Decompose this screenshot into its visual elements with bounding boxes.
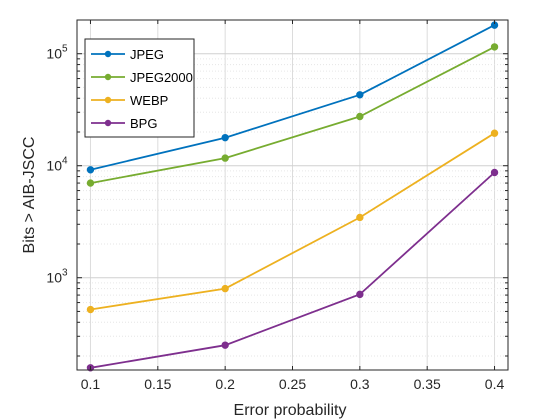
x-tick-label: 0.4: [485, 376, 505, 392]
legend-marker: [104, 73, 112, 81]
data-point: [356, 213, 364, 222]
series-layer: [86, 21, 499, 372]
data-point: [490, 43, 499, 51]
legend-label: JPEG: [130, 47, 164, 62]
x-tick-label: 0.1: [81, 376, 101, 392]
series-line: [90, 24, 495, 171]
data-point: [356, 112, 364, 121]
x-axis-label: Error probability: [234, 402, 347, 419]
y-tick-base: 10: [46, 158, 62, 174]
y-tick-exponent: 4: [62, 156, 68, 167]
legend-marker: [104, 96, 112, 104]
legend-marker: [104, 50, 112, 58]
data-point: [86, 305, 95, 314]
data-point: [356, 290, 364, 299]
data-point: [86, 179, 95, 187]
data-point: [356, 91, 364, 99]
y-tick-label: 104: [46, 156, 68, 174]
data-point: [490, 168, 499, 177]
data-point: [221, 284, 229, 293]
y-axis-label: Bits > AIB-JSCC: [21, 137, 38, 254]
legend: JPEG JPEG2000 WEBP BPG: [84, 38, 195, 138]
x-tick-label: 0.15: [144, 376, 171, 392]
y-tick-base: 10: [46, 270, 62, 286]
legend-marker: [104, 119, 112, 127]
data-point: [221, 341, 229, 349]
legend-label: JPEG2000: [130, 70, 193, 85]
data-point: [221, 133, 229, 142]
series-line: [90, 132, 495, 311]
legend-label: WEBP: [130, 93, 168, 108]
legend-box: [84, 38, 195, 138]
legend-label: BPG: [130, 116, 157, 131]
x-tick-label: 0.3: [350, 376, 370, 392]
x-tick-label: 0.35: [414, 376, 441, 392]
series-line: [90, 46, 495, 184]
y-tick-label: 105: [46, 44, 68, 62]
y-tick-exponent: 5: [62, 44, 68, 55]
y-tick-label: 103: [46, 268, 68, 286]
y-tick-base: 10: [46, 46, 62, 62]
x-tick-label: 0.25: [279, 376, 306, 392]
grid-lines: [77, 19, 508, 370]
series-line: [90, 171, 496, 369]
data-point: [221, 154, 229, 162]
data-point: [490, 129, 499, 137]
y-tick-exponent: 3: [62, 268, 68, 279]
x-tick-label: 0.2: [215, 376, 235, 392]
data-point: [86, 166, 95, 174]
